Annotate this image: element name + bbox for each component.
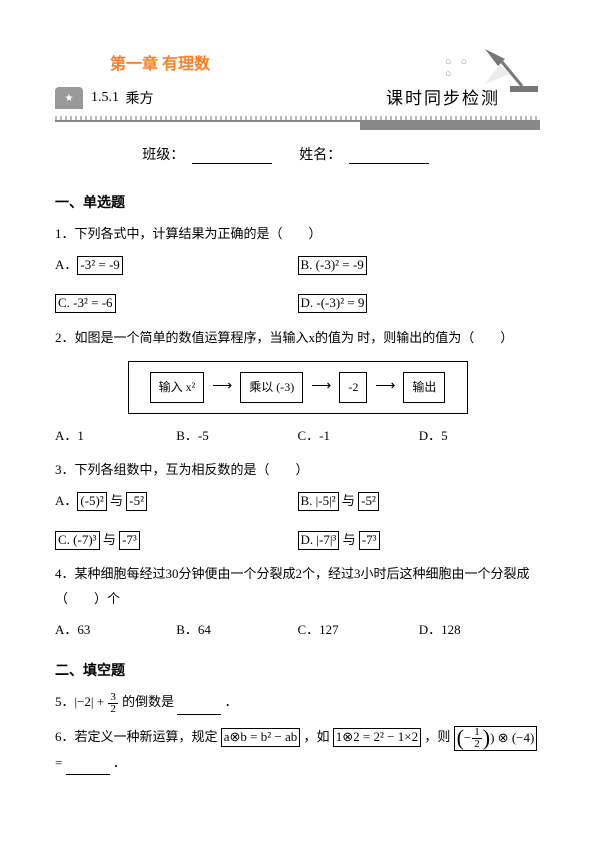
q4-choice-b[interactable]: B．64 <box>176 618 297 643</box>
q3-choice-c[interactable]: C. (-7)³ 与 -7³ <box>55 528 298 553</box>
q6-blank[interactable] <box>66 762 110 775</box>
q5-blank[interactable] <box>177 702 221 715</box>
q1-choice-a[interactable]: A．-3² = -9 <box>55 253 298 278</box>
q5-post: 的倒数是 <box>122 694 174 709</box>
lamp-shadow-bar <box>360 122 540 130</box>
q1-choice-c[interactable]: C. -3² = -6 <box>55 291 298 316</box>
q2-choice-d[interactable]: D．5 <box>419 424 540 449</box>
question-4: 4．某种细胞每经过30分钟便由一个分裂成2个，经过3小时后这种细胞由一个分裂成（… <box>55 562 540 642</box>
arrow-icon: ⟶ <box>212 374 232 401</box>
q6-tail: ． <box>113 755 126 770</box>
q4-choice-a[interactable]: A．63 <box>55 618 176 643</box>
bubbles-icon: ○ ○○ <box>445 56 470 80</box>
flow-sub-box: -2 <box>339 372 367 403</box>
q1-choices: A．-3² = -9 B. (-3)² = -9 C. -3² = -6 D. … <box>55 253 540 316</box>
star-badge-icon: ★ <box>55 87 83 109</box>
q2-stem-pre: 2．如图是一个简单的数值运算程序，当输入x的值为 <box>55 330 354 345</box>
name-blank[interactable] <box>349 150 429 164</box>
q2-flow-diagram: 输入 x² ⟶ 乘以 (-3) ⟶ -2 ⟶ 输出 <box>128 361 468 414</box>
section-title: 乘方 <box>126 88 154 108</box>
part2-heading: 二、填空题 <box>55 660 540 680</box>
subtitle-row: ★ 1.5.1 乘方 课时同步检测 ○ ○○ <box>55 84 540 112</box>
section-number: 1.5.1 <box>91 90 119 106</box>
q4-choices: A．63 B．64 C．127 D．128 <box>55 618 540 643</box>
flow-mul-box: 乘以 (-3) <box>240 372 303 403</box>
flow-input-box: 输入 x² <box>150 372 205 403</box>
question-1: 1．下列各式中，计算结果为正确的是（ ） A．-3² = -9 B. (-3)²… <box>55 222 540 316</box>
student-info-row: 班级： 姓名： <box>55 144 540 164</box>
name-label: 姓名： <box>299 148 341 163</box>
part1-heading: 一、单选题 <box>55 192 540 212</box>
q2-choices: A．1 B．-5 C．-1 D．5 <box>55 424 540 449</box>
question-5: 5．|−2| + 32 的倒数是 ． <box>55 690 540 715</box>
q6-pre: 6．若定义一种新运算，规定 <box>55 729 218 744</box>
q3-stem: 3．下列各组数中，互为相反数的是（ ） <box>55 458 540 483</box>
q5-pre: 5．|−2| + <box>55 694 104 709</box>
q3-choice-d[interactable]: D. |-7|³ 与 -7³ <box>298 528 541 553</box>
q1-choice-d[interactable]: D. -(-3)² = 9 <box>298 291 541 316</box>
q6-mid1: ，如 <box>304 729 330 744</box>
q2-stem-post: 时，则输出的值为（ ） <box>357 330 513 345</box>
desk-lamp-icon <box>480 44 540 99</box>
q6-expression: (−12) ) ⊗ (−4) <box>454 726 538 751</box>
q6-eq: = <box>55 755 62 770</box>
q6-example: 1⊗2 = 2² − 1×2 <box>333 728 421 747</box>
worksheet-header: 第一章 有理数 ★ 1.5.1 乘方 课时同步检测 ○ ○○ 班级： 姓名： <box>55 50 540 164</box>
q3-choices: A．(-5)² 与 -5² B. |-5|² 与 -5² C. (-7)³ 与 … <box>55 489 540 552</box>
q6-mid2: ，则 <box>424 729 450 744</box>
q2-choice-a[interactable]: A．1 <box>55 424 176 449</box>
q3-choice-a[interactable]: A．(-5)² 与 -5² <box>55 489 298 514</box>
q2-choice-c[interactable]: C．-1 <box>298 424 419 449</box>
arrow-icon: ⟶ <box>311 374 331 401</box>
q2-choice-b[interactable]: B．-5 <box>176 424 297 449</box>
flow-output-box: 输出 <box>403 372 445 403</box>
q3-choice-b[interactable]: B. |-5|² 与 -5² <box>298 489 541 514</box>
q1-stem: 1．下列各式中，计算结果为正确的是（ ） <box>55 222 540 247</box>
q4-stem: 4．某种细胞每经过30分钟便由一个分裂成2个，经过3小时后这种细胞由一个分裂成（… <box>55 562 540 611</box>
arrow-icon: ⟶ <box>375 374 395 401</box>
question-2: 2．如图是一个简单的数值运算程序，当输入x的值为 时，则输出的值为（ ） 输入 … <box>55 326 540 448</box>
q4-choice-c[interactable]: C．127 <box>298 618 419 643</box>
class-label: 班级： <box>142 148 184 163</box>
q4-choice-d[interactable]: D．128 <box>419 618 540 643</box>
q5-fraction: 32 <box>107 692 119 715</box>
q6-rule: a⊗b = b² − ab <box>221 728 301 747</box>
q1-choice-b[interactable]: B. (-3)² = -9 <box>298 253 541 278</box>
q5-tail: ． <box>225 694 238 709</box>
class-blank[interactable] <box>192 150 272 164</box>
chapter-title: 第一章 有理数 <box>110 50 540 74</box>
question-3: 3．下列各组数中，互为相反数的是（ ） A．(-5)² 与 -5² B. |-5… <box>55 458 540 552</box>
question-6: 6．若定义一种新运算，规定 a⊗b = b² − ab ，如 1⊗2 = 2² … <box>55 725 540 775</box>
